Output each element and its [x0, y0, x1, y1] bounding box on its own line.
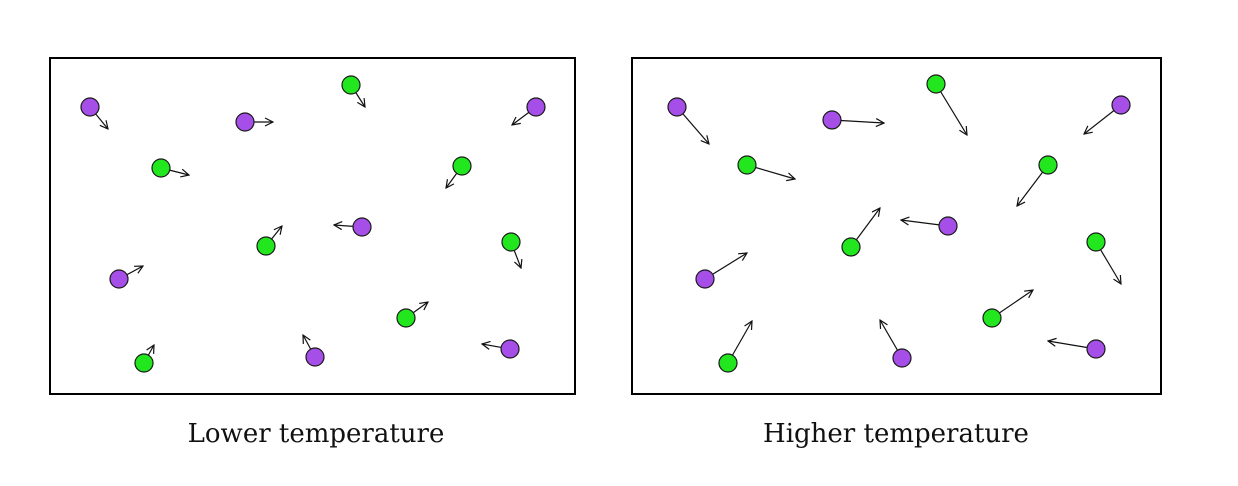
green-particle	[452, 156, 472, 176]
higher-temperature-panel: Higher temperature	[631, 57, 1162, 449]
velocity-arrow	[935, 83, 967, 135]
green-particle	[501, 232, 521, 252]
purple-particle	[892, 348, 912, 368]
green-particle	[151, 158, 171, 178]
purple-particle	[695, 269, 715, 289]
purple-particle	[1086, 339, 1106, 359]
purple-particle	[1111, 95, 1131, 115]
purple-particle	[500, 339, 520, 359]
green-particle	[718, 353, 738, 373]
particles-group	[80, 75, 546, 373]
container-box	[631, 57, 1162, 395]
purple-particle	[526, 97, 546, 117]
particles-group	[667, 74, 1131, 373]
lower-temperature-panel: Lower temperature	[49, 57, 576, 449]
green-particle	[341, 75, 361, 95]
purple-particle	[822, 110, 842, 130]
purple-particle	[109, 269, 129, 289]
green-particle	[982, 308, 1002, 328]
green-particle	[134, 353, 154, 373]
purple-particle	[938, 216, 958, 236]
purple-particle	[80, 97, 100, 117]
purple-particle	[235, 112, 255, 132]
green-particle	[1086, 232, 1106, 252]
purple-particle	[667, 97, 687, 117]
green-particle	[396, 308, 416, 328]
purple-particle	[352, 217, 372, 237]
panel-caption: Higher temperature	[763, 419, 1029, 449]
panel-caption: Lower temperature	[188, 419, 445, 449]
green-particle	[737, 155, 757, 175]
green-particle	[926, 74, 946, 94]
purple-particle	[305, 347, 325, 367]
green-particle	[1038, 155, 1058, 175]
green-particle	[256, 236, 276, 256]
container-box	[49, 57, 576, 395]
green-particle	[841, 237, 861, 257]
